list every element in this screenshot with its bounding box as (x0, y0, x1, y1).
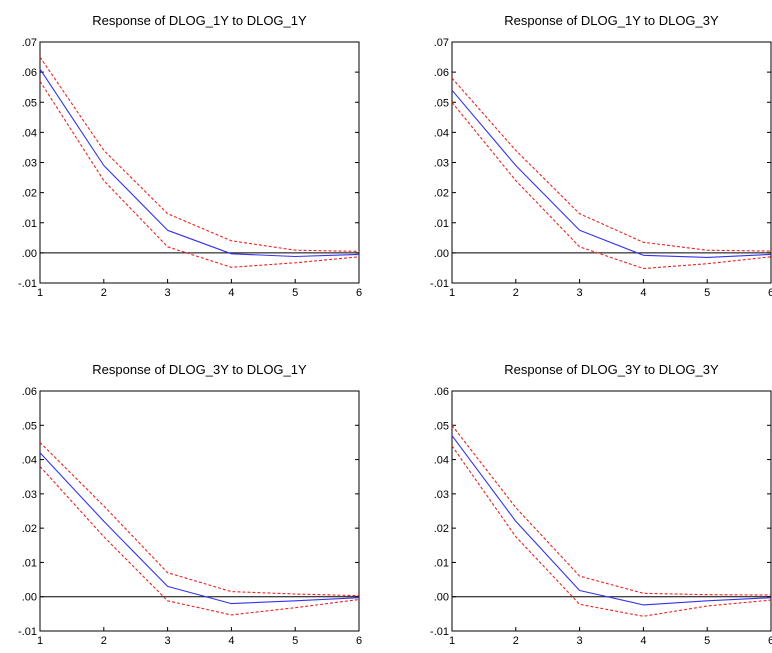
x-tick-label: 2 (101, 287, 107, 299)
chart-panel-dlog1y-to-dlog1y: Response of DLOG_1Y to DLOG_1Y -.01 .00 .01… (18, 13, 362, 299)
x-tick-label: 2 (513, 287, 519, 299)
series-response-line (451, 435, 772, 606)
chart-title: Response of DLOG_3Y to DLOG_1Y (92, 362, 307, 377)
chart-title: Response of DLOG_1Y to DLOG_1Y (92, 13, 307, 28)
y-tick-label: .04 (22, 127, 37, 139)
x-tick-label: 4 (640, 287, 646, 299)
series-response-line (451, 89, 772, 258)
x-tick-label: 3 (165, 635, 171, 647)
series-response-line (39, 68, 360, 258)
x-tick-label: 5 (292, 287, 298, 299)
x-tick-label: 3 (165, 287, 171, 299)
y-tick-label: .03 (22, 158, 37, 170)
series-lower-line (451, 445, 772, 617)
x-tick-label: 1 (37, 287, 43, 299)
y-tick-label: .00 (434, 248, 449, 260)
y-tick-label: .03 (22, 489, 37, 501)
plot-frame (39, 41, 360, 284)
x-tick-label: 2 (513, 635, 519, 647)
y-tick-label: -.01 (18, 278, 37, 290)
y-tick-label: .00 (22, 248, 37, 260)
y-tick-label: .05 (22, 420, 37, 432)
series-upper-line (39, 442, 360, 597)
x-tick-label: 3 (577, 287, 583, 299)
x-tick-label: 3 (577, 635, 583, 647)
y-tick-label: .01 (434, 557, 449, 569)
chart-title: Response of DLOG_1Y to DLOG_3Y (504, 13, 719, 28)
x-tick-label: 6 (768, 635, 772, 647)
y-tick-label: .02 (22, 188, 37, 200)
y-tick-label: .01 (434, 218, 449, 230)
x-tick-label: 4 (228, 635, 234, 647)
y-tick-label: -.01 (430, 626, 449, 638)
x-tick-label: 6 (356, 287, 362, 299)
chart-panel-dlog3y-to-dlog1y: Response of DLOG_3Y to DLOG_1Y -.01 .00 .01… (18, 362, 362, 647)
x-tick-label: 4 (228, 287, 234, 299)
plot-frame (451, 390, 772, 632)
x-tick-label: 4 (640, 635, 646, 647)
y-tick-label: .06 (434, 386, 449, 398)
x-tick-label: 1 (449, 635, 455, 647)
y-tick-label: .05 (22, 97, 37, 109)
x-tick-label: 5 (292, 635, 298, 647)
series-lower-line (39, 80, 360, 268)
x-tick-label: 1 (449, 287, 455, 299)
y-tick-label: .07 (22, 37, 37, 49)
series-upper-line (451, 77, 772, 252)
y-tick-label: .00 (22, 592, 37, 604)
y-tick-label: .04 (434, 127, 449, 139)
y-tick-label: .06 (434, 67, 449, 79)
y-tick-label: .01 (22, 218, 37, 230)
series-upper-line (39, 56, 360, 252)
y-tick-label: .06 (22, 386, 37, 398)
series-response-line (39, 452, 360, 605)
series-upper-line (451, 424, 772, 596)
y-tick-label: .05 (434, 97, 449, 109)
chart-title: Response of DLOG_3Y to DLOG_3Y (504, 362, 719, 377)
plot-frame (451, 41, 772, 284)
y-tick-label: .02 (22, 523, 37, 535)
y-tick-label: .07 (434, 37, 449, 49)
y-tick-label: .03 (434, 489, 449, 501)
y-tick-label: .05 (434, 420, 449, 432)
y-tick-label: .06 (22, 67, 37, 79)
series-lower-line (39, 466, 360, 616)
x-tick-label: 6 (768, 287, 772, 299)
y-tick-label: .02 (434, 188, 449, 200)
y-tick-label: -.01 (430, 278, 449, 290)
plot-frame (39, 390, 360, 632)
y-tick-label: .04 (434, 455, 449, 467)
y-tick-label: .03 (434, 158, 449, 170)
y-tick-label: .00 (434, 592, 449, 604)
y-tick-label: .01 (22, 557, 37, 569)
chart-panel-dlog3y-to-dlog3y: Response of DLOG_3Y to DLOG_3Y -.01 .00 .01… (430, 362, 772, 647)
x-tick-label: 5 (704, 287, 710, 299)
y-tick-label: .04 (22, 455, 37, 467)
y-tick-label: .02 (434, 523, 449, 535)
y-tick-label: -.01 (18, 626, 37, 638)
series-lower-line (451, 101, 772, 270)
x-tick-label: 6 (356, 635, 362, 647)
x-tick-label: 1 (37, 635, 43, 647)
chart-panel-dlog1y-to-dlog3y: Response of DLOG_1Y to DLOG_3Y -.01 .00 .01… (430, 13, 772, 299)
x-tick-label: 2 (101, 635, 107, 647)
x-tick-label: 5 (704, 635, 710, 647)
